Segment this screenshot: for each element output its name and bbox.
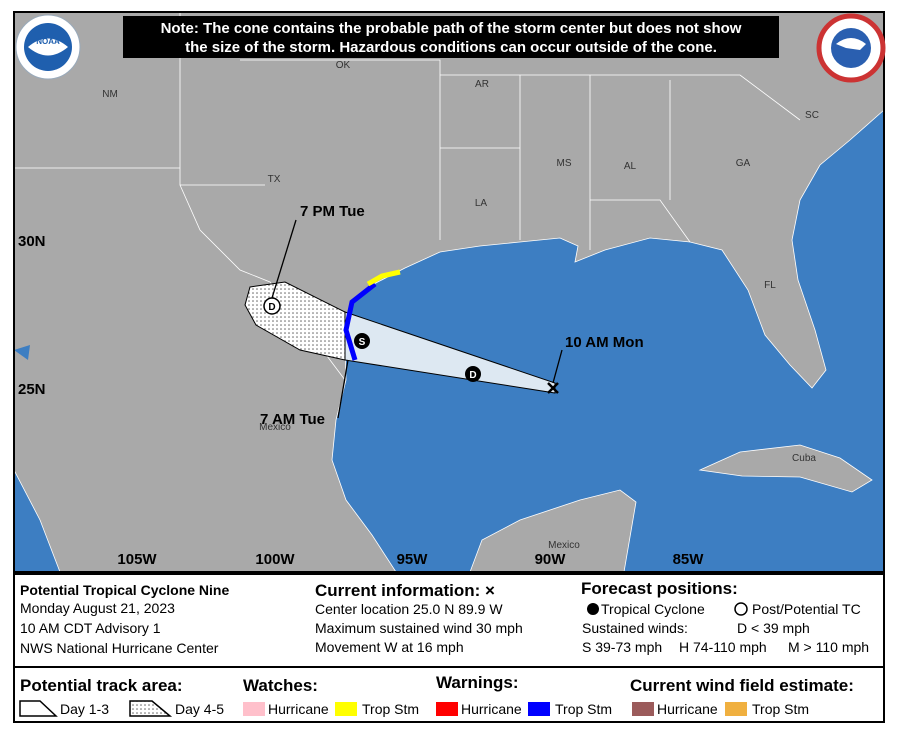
- cone-day-1-3: [344, 311, 556, 394]
- place-label: NM: [102, 89, 118, 100]
- noaa-logo-text: NOAA: [36, 37, 60, 46]
- longitude-label: 100W: [255, 551, 295, 568]
- storm-name: Potential Tropical Cyclone Nine: [20, 582, 229, 598]
- place-label: AR: [475, 79, 489, 90]
- place-label: FL: [764, 280, 776, 291]
- noaa-logo: [28, 38, 68, 56]
- forecast-marker: [354, 333, 370, 349]
- storm-info: Monday August 21, 2023: [20, 600, 175, 616]
- longitude-label: 85W: [673, 551, 705, 568]
- current-info: Movement W at 16 mph: [315, 639, 464, 655]
- legend-swatch: [335, 702, 357, 716]
- forecast-legend: H 74-110 mph: [679, 639, 767, 655]
- forecast-legend: Post/Potential TC: [752, 601, 861, 617]
- place-label: LA: [475, 198, 488, 209]
- marker-letter: D: [268, 302, 275, 313]
- place-label: Cuba: [792, 453, 816, 464]
- note-box: [123, 16, 779, 58]
- legend-label: Day 4-5: [175, 701, 224, 717]
- time-label: 7 PM Tue: [300, 203, 365, 220]
- place-label: MS: [557, 158, 572, 169]
- forecast-legend: S 39-73 mph: [582, 639, 662, 655]
- current-info: Center location 25.0 N 89.9 W: [315, 601, 503, 617]
- longitude-label: 95W: [397, 551, 429, 568]
- marker-letter: S: [359, 337, 366, 348]
- legend-label: Hurricane: [461, 701, 522, 717]
- legend-swatch: [725, 702, 747, 716]
- note: Note: The cone contains the probable pat…: [161, 20, 742, 37]
- legend-label: Hurricane: [268, 701, 329, 717]
- forecast-legend: Sustained winds:: [582, 620, 688, 636]
- place-label: Mexico: [259, 422, 291, 433]
- gulf-of-california: [14, 345, 30, 360]
- legend-swatch: [436, 702, 458, 716]
- yucatan: [469, 489, 637, 572]
- callouts: [271, 219, 563, 419]
- current-position: [547, 382, 559, 394]
- cuba: [698, 444, 873, 493]
- map: [14, 12, 884, 572]
- longitude-label: 90W: [535, 551, 567, 568]
- land: [14, 12, 884, 572]
- place-label: AL: [624, 161, 637, 172]
- storm-info: NWS National Hurricane Center: [20, 640, 219, 656]
- legend-label: Trop Stm: [362, 701, 419, 717]
- legend-label: Day 1-3: [60, 701, 109, 717]
- longitude-label: 105W: [117, 551, 157, 568]
- legend-swatch: [19, 700, 58, 717]
- time-label: 10 AM Mon: [565, 334, 644, 351]
- forecast-legend: D < 39 mph: [737, 620, 810, 636]
- info-panel: [13, 573, 885, 723]
- place-label: GA: [736, 158, 751, 169]
- place-label: SC: [805, 110, 819, 121]
- storm-info: 10 AM CDT Advisory 1: [20, 620, 161, 636]
- place-label: TX: [268, 174, 281, 185]
- borders: [14, 12, 801, 381]
- map-frame: [13, 11, 885, 573]
- latitude-label: 30N: [18, 233, 46, 250]
- warnings-title: Warnings:: [436, 673, 518, 692]
- current-info: Maximum sustained wind 30 mph: [315, 620, 523, 636]
- forecast-legend: Tropical Cyclone: [601, 601, 705, 617]
- track-title: Potential track area:: [20, 676, 183, 695]
- watches-title: Watches:: [243, 676, 318, 695]
- place-label: Mexico: [548, 540, 580, 551]
- legend-label: Trop Stm: [752, 701, 809, 717]
- legend-swatch: [243, 702, 265, 716]
- legend-symbol: [587, 603, 599, 615]
- legend-swatch: [129, 700, 173, 717]
- place-label: OK: [336, 60, 351, 71]
- legend-swatch: [632, 702, 654, 716]
- legend-symbol: [734, 602, 748, 616]
- time-label: 7 AM Tue: [260, 411, 325, 428]
- forecast-legend: M > 110 mph: [788, 639, 869, 655]
- warning-tropical-storm: [343, 282, 377, 361]
- current-title: Current information: ×: [315, 581, 495, 600]
- legend-label: Hurricane: [657, 701, 718, 717]
- forecast-title: Forecast positions:: [581, 579, 738, 598]
- legend-swatch: [528, 702, 550, 716]
- watch-tropical-storm: [366, 269, 401, 287]
- forecast-marker: [263, 297, 281, 315]
- note: the size of the storm. Hazardous conditi…: [185, 39, 717, 56]
- nws-logo: [836, 38, 866, 50]
- marker-letter: D: [469, 370, 476, 381]
- wind-title: Current wind field estimate:: [630, 676, 854, 695]
- forecast-marker: [465, 366, 481, 382]
- legend-label: Trop Stm: [555, 701, 612, 717]
- latitude-label: 25N: [18, 381, 46, 398]
